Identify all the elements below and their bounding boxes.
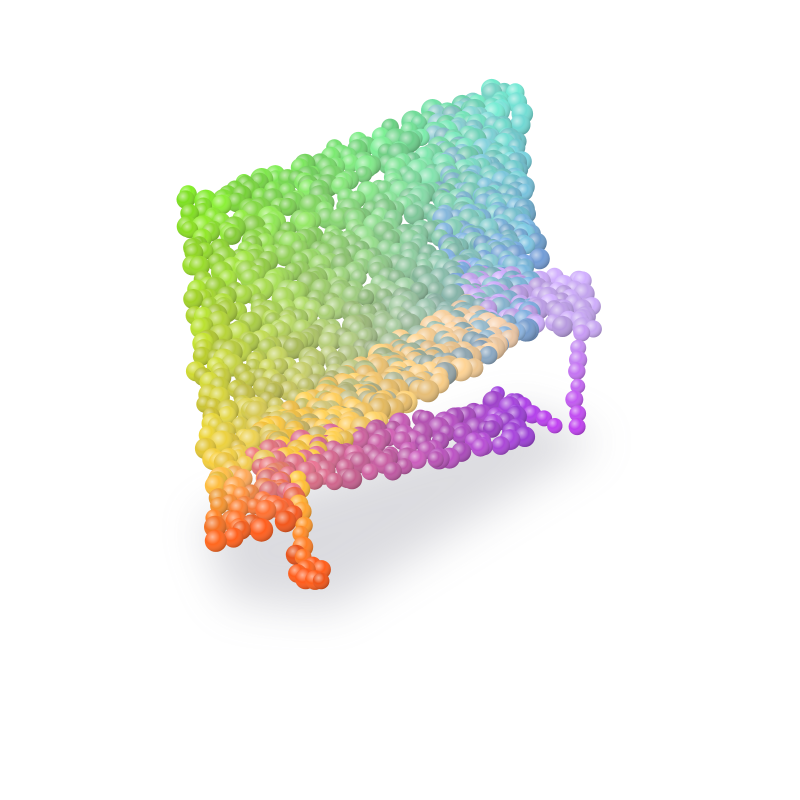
sphere-shading <box>341 285 363 307</box>
sphere-shading <box>355 166 373 183</box>
sphere-shading <box>570 378 586 394</box>
sphere-shading <box>351 430 370 449</box>
sphere-shading <box>274 510 297 533</box>
sphere-shading <box>568 418 586 436</box>
sphere-shading <box>341 468 363 490</box>
sphere-shading <box>217 406 237 425</box>
sphere-shading <box>403 204 425 225</box>
sphere-shading <box>249 518 274 542</box>
sphere-shading <box>204 529 227 552</box>
sphere-shading <box>183 289 204 309</box>
sphere-shading <box>565 390 584 409</box>
sphere-shading <box>325 472 343 491</box>
sphere-shading <box>255 499 277 521</box>
sphere-shading <box>491 436 511 455</box>
sphere-shading <box>274 244 297 267</box>
sphere-shading <box>551 315 574 337</box>
sphere-shading <box>569 405 587 422</box>
sphere-shading <box>232 285 253 305</box>
sphere-shading <box>479 346 498 365</box>
sphere-shading <box>568 362 586 380</box>
sphere-shading <box>383 462 402 481</box>
sphere-shading <box>223 527 244 548</box>
sphere-shading <box>223 226 242 245</box>
sphere-shading <box>357 289 375 306</box>
sphere-shading <box>278 197 297 216</box>
sphere-shading <box>192 346 212 366</box>
sphere-shading <box>547 418 563 434</box>
sphere-cluster <box>176 78 602 590</box>
sphere-shading <box>408 450 427 470</box>
sphere-shading <box>573 324 591 342</box>
sphere-shading <box>305 471 324 490</box>
sphere-shading <box>471 438 490 457</box>
sphere-shading <box>483 420 501 438</box>
sphere-shading <box>282 337 305 360</box>
sphere-shading <box>317 304 335 322</box>
sphere-shading <box>312 572 330 590</box>
sphere-shading <box>416 379 440 403</box>
sphere-shading <box>427 451 444 468</box>
sphere-shading <box>361 463 379 481</box>
